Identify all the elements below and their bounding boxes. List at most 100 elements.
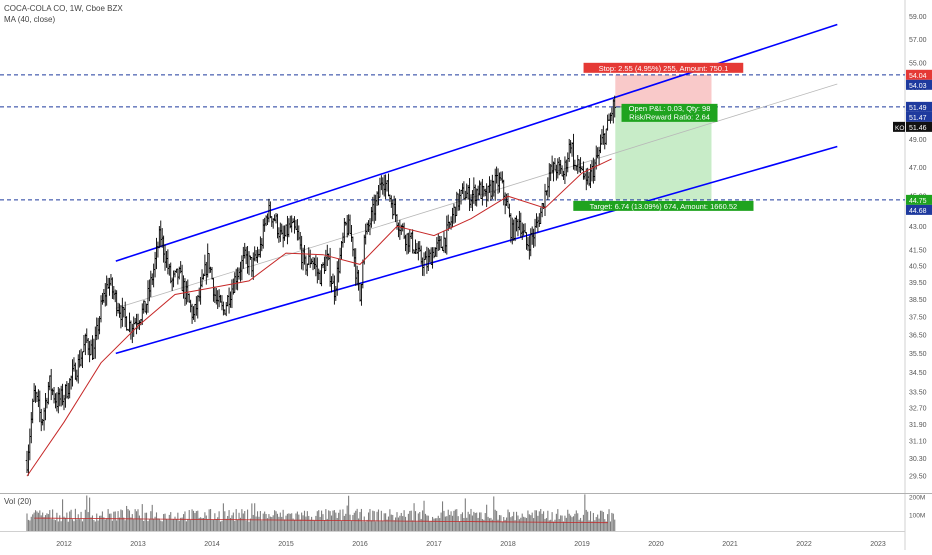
ohlc-bar (133, 317, 137, 325)
ohlc-bar (96, 317, 100, 340)
stop-loss-zone (615, 74, 712, 107)
price-tick-label: 38.50 (909, 297, 927, 304)
ohlc-bar (313, 257, 316, 270)
ohlc-bar (175, 268, 178, 273)
volume-bar (446, 516, 448, 531)
volume-bar (299, 519, 301, 531)
ohlc-bar (560, 165, 564, 177)
ohlc-bar (244, 246, 248, 265)
volume-bar (471, 515, 473, 531)
ohlc-bar (546, 177, 550, 200)
ohlc-bar (321, 262, 325, 269)
price-tick-label: 59.00 (909, 14, 927, 21)
volume-bar (150, 511, 152, 531)
volume-bar (154, 516, 156, 531)
ohlc-bar (129, 320, 133, 340)
ma-indicator-label[interactable]: MA (40, close) (4, 15, 56, 24)
ohlc-bar (260, 238, 264, 252)
volume-bar (562, 521, 565, 531)
volume-bar (534, 510, 536, 531)
volume-bar (111, 520, 113, 531)
ohlc-bar (570, 142, 574, 157)
volume-bar (141, 504, 143, 531)
volume-bar (160, 520, 162, 531)
volume-bar (578, 519, 580, 531)
volume-bar (239, 517, 242, 531)
volume-legend[interactable]: Vol (20) (4, 497, 32, 506)
ohlc-bar (72, 357, 76, 372)
price-tag-text: 44.75 (909, 198, 927, 205)
volume-bar (255, 516, 257, 531)
price-tick-label: 34.50 (909, 370, 927, 377)
volume-bar (84, 509, 86, 531)
volume-bar (275, 511, 277, 531)
volume-bar (178, 520, 180, 531)
volume-bar (296, 511, 298, 531)
open-pl-text: Open P&L: 0.03, Qty: 98 (629, 104, 711, 113)
volume-bar (326, 518, 328, 531)
ohlc-bar (279, 222, 282, 242)
ohlc-bar (169, 262, 173, 284)
ohlc-bar (377, 185, 380, 206)
ohlc-bar (31, 398, 34, 424)
volume-bar (513, 511, 515, 531)
volume-bar (356, 508, 358, 531)
price-tick-label: 37.50 (909, 315, 927, 322)
volume-bar (73, 521, 75, 531)
price-tag-level: 51.49 (906, 101, 932, 112)
ohlc-bar (47, 381, 50, 405)
ohlc-bars (25, 95, 617, 476)
volume-bar (143, 520, 145, 531)
volume-bar (498, 515, 501, 531)
ohlc-bar (266, 213, 269, 225)
time-tick-label: 2015 (278, 541, 294, 548)
volume-bar (517, 515, 519, 531)
volume-bar (106, 518, 108, 531)
volume-bar (591, 521, 593, 531)
volume-bar (242, 513, 244, 531)
ohlc-bar (219, 294, 222, 303)
ohlc-bar (239, 261, 242, 282)
symbol-title[interactable]: COCA-COLA CO, 1W, Cboe BZX (4, 4, 123, 13)
ohlc-bar (372, 194, 376, 224)
volume-bar (308, 515, 310, 531)
ohlc-bar (95, 317, 99, 341)
ohlc-bar (308, 249, 312, 268)
volume-bar (244, 511, 246, 531)
volume-bar (587, 511, 589, 531)
volume-bar (247, 509, 249, 531)
volume-bar (369, 508, 371, 531)
ohlc-bar (479, 181, 483, 200)
volume-bar (417, 513, 419, 531)
ohlc-bar (334, 285, 338, 301)
ohlc-bar (468, 178, 471, 211)
volume-bar (433, 518, 435, 531)
ohlc-bar (39, 408, 43, 432)
volume-bar (302, 515, 304, 531)
ohlc-bar (355, 265, 359, 286)
volume-bar (190, 519, 192, 531)
ohlc-bar (51, 388, 54, 396)
ohlc-bar (612, 99, 615, 124)
ohlc-bar (465, 183, 469, 199)
volume-bar (581, 520, 583, 531)
volume-bar (127, 509, 129, 531)
ohlc-bar (94, 326, 97, 359)
volume-bar (430, 520, 432, 531)
ohlc-bar (358, 282, 362, 302)
price-tag-bg (906, 101, 932, 112)
ohlc-bar (44, 393, 47, 421)
volume-bar (211, 519, 213, 531)
price-tag-text: 51.46 (909, 125, 927, 132)
volume-bar (330, 515, 333, 531)
volume-bar (100, 515, 102, 531)
volume-bar (533, 518, 535, 531)
ohlc-bar (483, 188, 487, 197)
price-tag-last: 51.46 KO (893, 121, 932, 132)
volume-bar (338, 512, 340, 531)
ohlc-bar (38, 390, 42, 423)
ohlc-bar (431, 247, 434, 269)
volume-bar (66, 512, 68, 531)
